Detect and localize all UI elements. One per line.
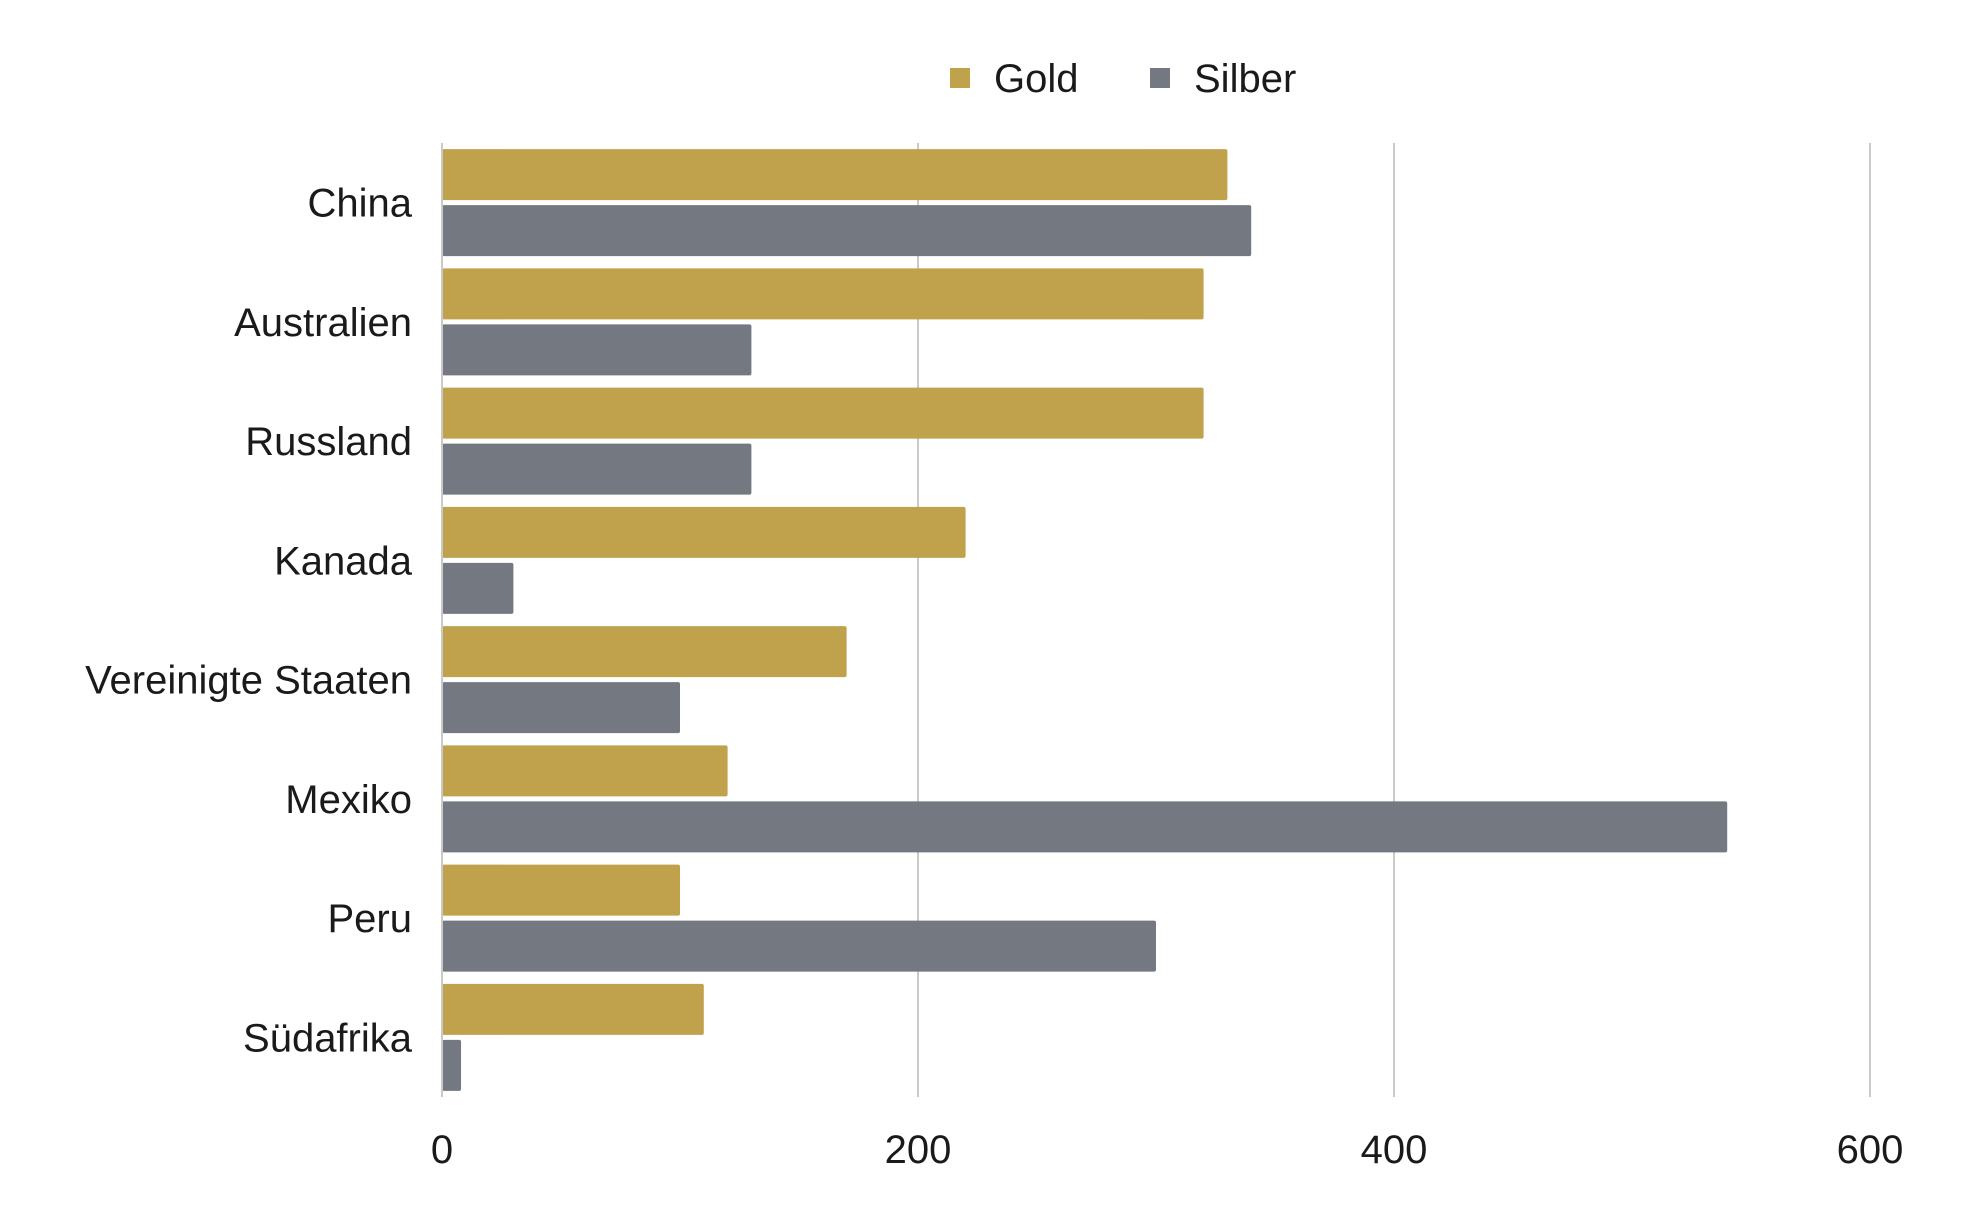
bar-silber-kanada xyxy=(442,562,514,614)
category-label-australien: Australien xyxy=(234,301,412,345)
bar-gold-peru xyxy=(442,864,680,916)
bar-gold-kanada xyxy=(442,506,966,558)
bar-gold-mexiko xyxy=(442,745,728,797)
bar-silber-peru xyxy=(442,920,1156,972)
category-label-vereinigte-staaten: Vereinigte Staaten xyxy=(85,659,412,703)
axes: China Australien Russland Kanada Vereinigte … xyxy=(85,143,1903,1172)
category-label-russland: Russland xyxy=(245,420,412,464)
bar-silber-russland xyxy=(442,443,752,495)
legend-label-silber: Silber xyxy=(1194,57,1296,101)
bar-silber-china xyxy=(442,205,1252,257)
bar-gold-sudafrika xyxy=(442,983,704,1035)
bars xyxy=(442,149,1728,1091)
category-label-kanada: Kanada xyxy=(274,539,413,583)
bar-silber-vereinigte-staaten xyxy=(442,682,680,734)
x-tick-label-600: 600 xyxy=(1837,1128,1904,1172)
x-tick-label-0: 0 xyxy=(431,1128,453,1172)
bar-gold-australien xyxy=(442,268,1204,320)
legend: Gold Silber xyxy=(950,57,1296,101)
x-tick-label-400: 400 xyxy=(1361,1128,1428,1172)
category-label-sudafrika: Südafrika xyxy=(243,1016,413,1060)
legend-swatch-silber xyxy=(1150,68,1170,88)
bar-gold-vereinigte-staaten xyxy=(442,626,847,678)
bar-gold-china xyxy=(442,149,1228,201)
category-label-mexiko: Mexiko xyxy=(285,778,412,822)
category-label-china: China xyxy=(307,182,412,226)
legend-label-gold: Gold xyxy=(994,57,1079,101)
category-label-peru: Peru xyxy=(328,897,413,941)
legend-swatch-gold xyxy=(950,68,970,88)
x-tick-label-200: 200 xyxy=(885,1128,952,1172)
bar-silber-sudafrika xyxy=(442,1039,462,1091)
bar-gold-russland xyxy=(442,387,1204,439)
bar-silber-australien xyxy=(442,324,752,376)
bar-silber-mexiko xyxy=(442,801,1728,853)
